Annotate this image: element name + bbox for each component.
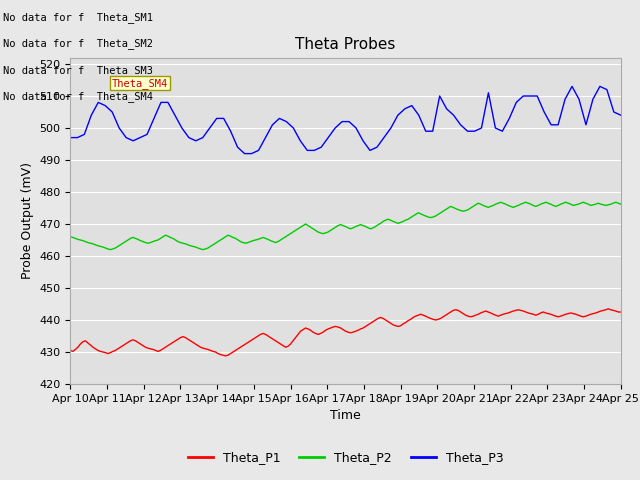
- Theta_P2: [249, 238, 257, 243]
- Theta_P3: [450, 112, 458, 118]
- Theta_P3: [67, 135, 74, 141]
- Text: No data for f  Theta_SM1: No data for f Theta_SM1: [3, 12, 153, 23]
- Theta_P3: [568, 84, 576, 89]
- Theta_P3: [241, 151, 248, 156]
- Theta_P2: [107, 247, 115, 252]
- Theta_P2: [617, 201, 625, 207]
- Theta_P1: [127, 338, 134, 344]
- Text: No data for f  Theta_SM4: No data for f Theta_SM4: [3, 91, 153, 102]
- Theta_P3: [408, 103, 415, 108]
- Theta_P3: [429, 128, 436, 134]
- Text: No data for f  Theta_SM2: No data for f Theta_SM2: [3, 38, 153, 49]
- Y-axis label: Probe Output (mV): Probe Output (mV): [21, 162, 34, 279]
- Theta_P1: [617, 309, 625, 315]
- Theta_P2: [384, 216, 392, 222]
- Theta_P3: [401, 106, 409, 112]
- Text: No data for f  Theta_SM3: No data for f Theta_SM3: [3, 65, 153, 76]
- Title: Theta Probes: Theta Probes: [296, 37, 396, 52]
- Theta_P3: [561, 96, 569, 102]
- Line: Theta_P2: Theta_P2: [70, 202, 621, 250]
- Theta_P2: [497, 199, 504, 205]
- Theta_P2: [427, 215, 435, 220]
- Legend: Theta_P1, Theta_P2, Theta_P3: Theta_P1, Theta_P2, Theta_P3: [183, 446, 508, 469]
- Theta_P3: [317, 144, 325, 150]
- Theta_P1: [227, 351, 234, 357]
- Theta_P1: [384, 319, 392, 324]
- Theta_P2: [129, 235, 137, 240]
- X-axis label: Time: Time: [330, 409, 361, 422]
- Line: Theta_P3: Theta_P3: [70, 86, 621, 154]
- Theta_P1: [221, 353, 229, 359]
- Theta_P1: [427, 315, 435, 321]
- Theta_P1: [67, 348, 74, 353]
- Line: Theta_P1: Theta_P1: [70, 309, 621, 356]
- Theta_P1: [249, 336, 257, 342]
- Theta_P1: [342, 328, 349, 334]
- Theta_P1: [604, 306, 612, 312]
- Theta_P2: [67, 234, 74, 240]
- Text: Theta_SM4: Theta_SM4: [112, 78, 168, 89]
- Theta_P3: [617, 112, 625, 118]
- Theta_P2: [227, 233, 234, 239]
- Theta_P2: [342, 224, 349, 229]
